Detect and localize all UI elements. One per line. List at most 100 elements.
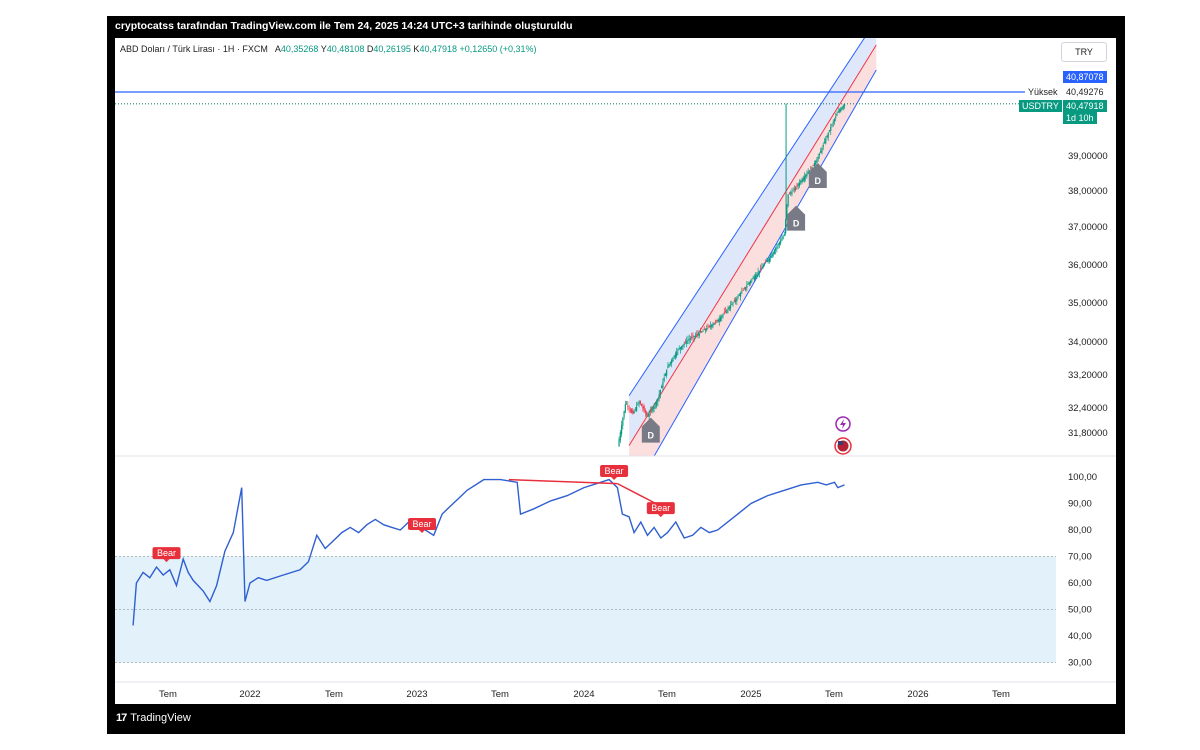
dividend-marker [641, 417, 660, 443]
candle-body [673, 355, 675, 358]
candle-body [697, 333, 699, 335]
candle-body [778, 242, 780, 245]
rsi-axis-tick: 80,00 [1068, 525, 1092, 536]
candle-body [676, 351, 678, 357]
candle-body [791, 191, 793, 195]
bear-label-text: Bear [413, 519, 432, 529]
bear-label-box [408, 518, 437, 530]
candle-body [773, 250, 775, 255]
candle-body [627, 405, 629, 407]
candle-body [782, 236, 784, 239]
candle-body [762, 265, 764, 269]
candle-body [797, 184, 799, 187]
candle-body [620, 425, 623, 435]
candle-body [733, 300, 735, 302]
rsi-axis-tick: 60,00 [1068, 578, 1092, 589]
dividend-marker [787, 205, 806, 231]
candle-body [667, 366, 669, 368]
bear-label-text: Bear [651, 503, 670, 513]
time-axis-tick: 2022 [239, 689, 260, 700]
candle-body [637, 404, 639, 406]
candle-body [706, 328, 708, 331]
dividend-marker [808, 163, 827, 188]
tv-logo-text: TradingView [130, 712, 191, 724]
candle-body [671, 359, 673, 364]
price-axis-tick: 33,20000 [1068, 370, 1108, 381]
candle-body [843, 104, 846, 107]
candle-body [698, 333, 700, 337]
candle-body [812, 164, 814, 166]
bear-label-pointer [611, 477, 618, 480]
candle-body [795, 187, 797, 191]
tradingview-logo[interactable]: 17 TradingView [116, 712, 191, 724]
candle-body [747, 283, 749, 285]
currency-button[interactable]: TRY [1061, 42, 1107, 62]
candle-body [618, 439, 620, 447]
time-axis-tick: 2023 [406, 689, 427, 700]
candle-body [841, 107, 843, 110]
candle-body [793, 188, 796, 190]
candle-body [775, 248, 777, 251]
candle-body [692, 335, 694, 337]
candle-body [768, 257, 770, 262]
candle-body [792, 190, 794, 192]
candle-body [840, 108, 842, 112]
price-axis-tick: 32,40000 [1068, 403, 1108, 414]
candle-body [654, 403, 656, 405]
candle-body [718, 318, 720, 322]
candle-body [724, 310, 727, 312]
tv-logo-icon: 17 [116, 712, 127, 724]
candle-body [818, 153, 821, 155]
candle-body [683, 343, 685, 345]
last-price-tag: 40,47918 [1063, 100, 1107, 112]
candle-body [707, 326, 709, 328]
symbol-tag: USDTRY [1019, 100, 1062, 112]
candle-body [638, 401, 640, 404]
candle-body [786, 204, 788, 219]
candle-body [699, 330, 702, 333]
candle-body [805, 174, 807, 178]
candle-body [751, 279, 753, 281]
candle-body [749, 280, 752, 284]
candle-body [717, 320, 719, 323]
candle-body [681, 345, 683, 350]
candle-body [684, 341, 687, 343]
rsi-axis-tick: 100,00 [1068, 472, 1097, 483]
candle-body [704, 329, 707, 331]
dividend-marker-label: D [648, 431, 655, 441]
candle-body [682, 344, 684, 347]
candle-body [763, 264, 765, 266]
candle-body [713, 322, 715, 325]
candle-body [693, 336, 695, 338]
candle-body [661, 386, 663, 389]
channel-lower-fill [629, 45, 877, 456]
bear-label-pointer [657, 514, 664, 518]
candle-body [702, 330, 704, 332]
rsi-axis-tick: 90,00 [1068, 499, 1092, 510]
candle-body [753, 276, 755, 281]
candle-body [732, 302, 734, 304]
candle-body [639, 401, 641, 404]
candle-body [772, 252, 774, 256]
price-axis-tick: 36,00000 [1068, 260, 1108, 271]
candle-body [723, 312, 725, 314]
candle-body [729, 305, 732, 309]
candle-body [677, 349, 679, 351]
candle-body [825, 138, 827, 144]
channel-lower-line [653, 69, 877, 456]
time-axis-tick: Tem [159, 689, 177, 700]
horizontal-line-price-tag: 40,87078 [1063, 71, 1107, 83]
candle-body [767, 259, 769, 263]
time-axis-tick: Tem [825, 689, 843, 700]
candle-body [760, 268, 762, 270]
rsi-axis-tick: 70,00 [1068, 552, 1092, 563]
candle-body [738, 294, 740, 296]
candle-body [830, 127, 832, 131]
time-axis-tick: 2024 [573, 689, 594, 700]
candle-body [687, 339, 689, 341]
candle-body [770, 256, 772, 258]
price-axis-tick: 34,00000 [1068, 337, 1108, 348]
candle-body [802, 177, 804, 182]
candle-body [757, 272, 759, 274]
candle-body [678, 348, 680, 350]
